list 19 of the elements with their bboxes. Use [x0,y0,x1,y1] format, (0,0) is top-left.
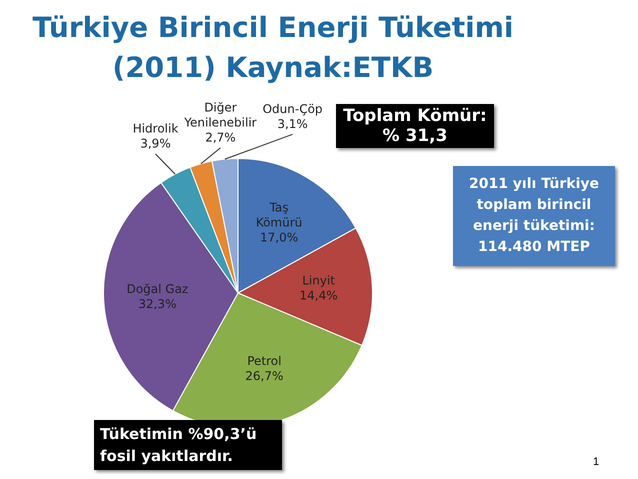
data-label: 26,7% [245,368,284,383]
slice-label: Odun-Çöp [262,102,323,116]
slice-label: Taş Kömürü [256,200,302,230]
slice-label: Hidrolik [132,122,178,136]
text: Tüketimin %90,3’ü fosil yakıtlardır. [94,420,282,470]
data-label: 17,0% [260,230,298,245]
text: Toplam Kömür: % 31,3 [336,104,494,148]
data-label: 3,9% [140,136,171,151]
slice-label: Linyit [302,273,336,288]
data-label: 14,4% [300,288,338,302]
slice-label: Diğer Yenilenebilir [183,100,257,130]
slice-label: Doğal Gaz [126,282,188,296]
text: 2011 yılı Türkiye toplam birincil enerji tüketimi: 114.480 MTEP [453,166,615,266]
text: 1 [593,456,600,468]
data-label: 32,3% [138,296,176,311]
chart-title: Türkiye Birincil Enerji Tüketimi (2011) Kaynak:ETKB [32,10,514,86]
data-label: 3,1% [277,116,308,131]
slice-label: Petrol [247,354,282,368]
data-label: 2,7% [205,130,236,144]
